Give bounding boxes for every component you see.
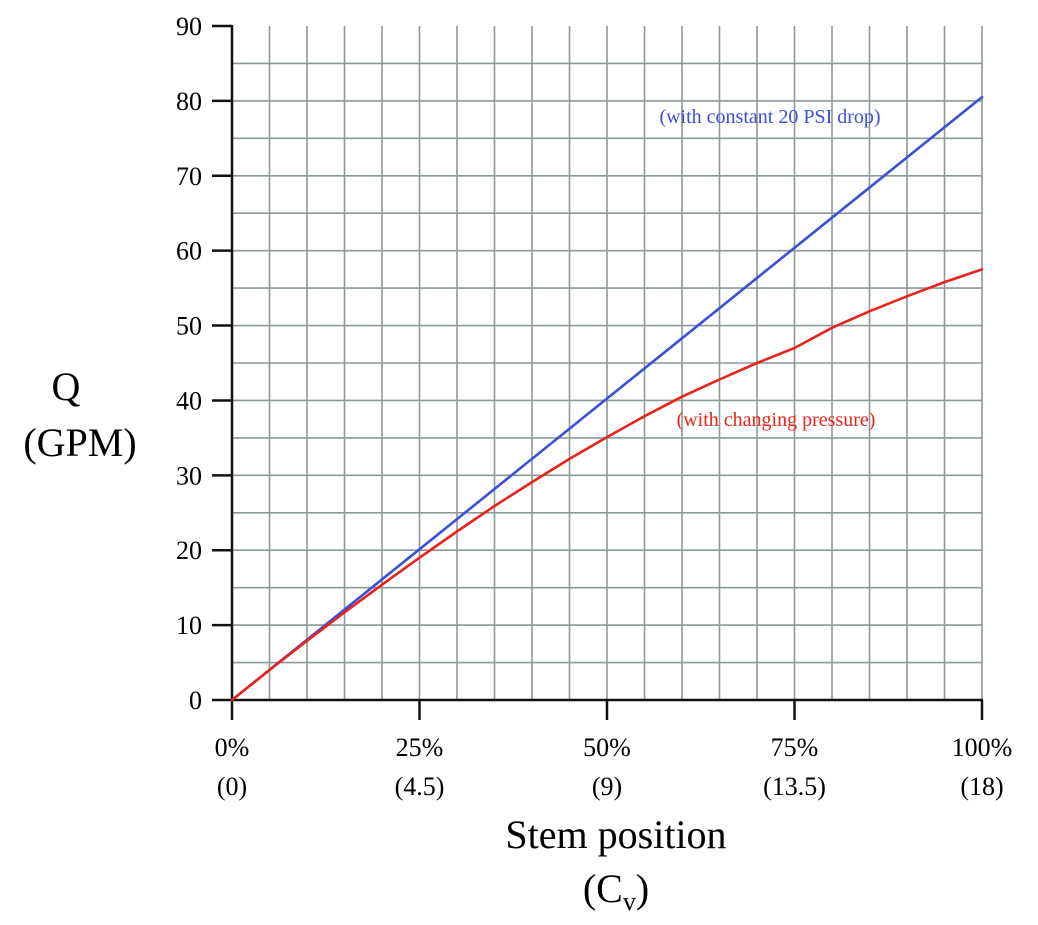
x-axis-label: Stem position bbox=[505, 812, 726, 857]
y-tick-label: 80 bbox=[176, 87, 202, 116]
x-axis-unit-close: ) bbox=[636, 866, 649, 911]
annotation-constant-drop: (with constant 20 PSI drop) bbox=[659, 106, 880, 128]
x-axis-unit: (Cv) bbox=[583, 866, 649, 916]
y-tick-label: 70 bbox=[176, 162, 202, 191]
x-tick-sublabel: (0) bbox=[217, 772, 247, 801]
x-tick-sublabel: (13.5) bbox=[763, 772, 826, 801]
x-tick-sublabel: (18) bbox=[960, 772, 1003, 801]
x-tick-label: 75% bbox=[771, 733, 819, 762]
y-axis-label: Q bbox=[52, 364, 81, 409]
series-line-changing-pressure bbox=[230, 268, 984, 702]
y-tick-label: 0 bbox=[189, 686, 202, 715]
x-axis-unit-subscript: v bbox=[623, 887, 636, 916]
y-tick-label: 50 bbox=[176, 312, 202, 341]
y-tick-label: 90 bbox=[176, 12, 202, 41]
x-tick-sublabel: (4.5) bbox=[395, 772, 445, 801]
y-tick-label: 60 bbox=[176, 237, 202, 266]
series-line-constant-drop bbox=[230, 95, 984, 702]
x-axis-unit-main: (C bbox=[583, 866, 623, 911]
y-tick-label: 40 bbox=[176, 386, 202, 415]
y-tick-label: 30 bbox=[176, 461, 202, 490]
x-tick-label: 100% bbox=[952, 733, 1013, 762]
y-axis-unit: (GPM) bbox=[23, 420, 136, 465]
x-tick-label: 0% bbox=[215, 733, 250, 762]
x-tick-label: 50% bbox=[583, 733, 631, 762]
tick-labels: 0 10 20 30 40 50 60 70 80 90 0% (0) 25% (4.5) 50% (9) 75… bbox=[176, 12, 1012, 801]
axes bbox=[212, 24, 984, 720]
annotation-changing-pressure: (with changing pressure) bbox=[677, 409, 876, 431]
x-tick-label: 25% bbox=[396, 733, 444, 762]
y-tick-label: 20 bbox=[176, 536, 202, 565]
y-tick-label: 10 bbox=[176, 611, 202, 640]
series-group bbox=[230, 95, 984, 702]
x-tick-sublabel: (9) bbox=[592, 772, 622, 801]
